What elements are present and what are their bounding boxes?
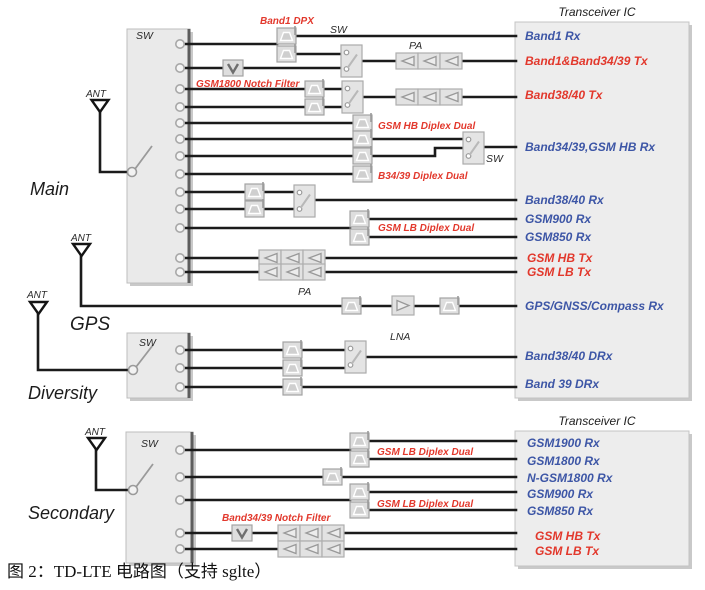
diversity-ant-label: ANT — [26, 290, 48, 301]
transceiver1-ports: Band1 Rx Band1&Band34/39 Tx Band38/40 Tx… — [525, 29, 665, 391]
gsm-lb-diplex-sec2-label: GSM LB Diplex Dual — [377, 499, 473, 510]
gsm-lb-diplex-main-label: GSM LB Diplex Dual — [378, 223, 474, 234]
transceiver-ic-box-2 — [514, 430, 690, 567]
transceiver2-title: Transceiver IC — [558, 414, 635, 428]
port-band38-40-drx: Band38/40 DRx — [525, 349, 614, 363]
port2-gsm-lb-tx: GSM LB Tx — [535, 544, 600, 558]
switch-pivot-contacts — [126, 166, 139, 496]
diversity-sw-label: SW — [139, 337, 157, 349]
gsm-hb-diplex-label: GSM HB Diplex Dual — [378, 121, 475, 132]
gsm1800-notch-filter-icon — [221, 58, 245, 78]
port2-n-gsm1800-rx: N-GSM1800 Rx — [527, 471, 614, 485]
secondary-sw-label: SW — [141, 438, 159, 450]
main-antenna-icon — [90, 98, 110, 114]
mid-sw-label: SW — [486, 153, 504, 165]
diversity-section-label: Diversity — [28, 383, 98, 403]
main-section-label: Main — [30, 179, 69, 199]
transceiver1-title: Transceiver IC — [558, 5, 635, 19]
port-band1-rx: Band1 Rx — [525, 29, 582, 43]
signal-wires — [36, 34, 518, 551]
main-sw-label: SW — [136, 30, 154, 42]
b34-39-diplex-label: B34/39 Diplex Dual — [378, 171, 468, 182]
gsm1800-notch-label: GSM1800 Notch Filter — [196, 79, 300, 90]
lna-label: LNA — [390, 331, 410, 343]
secondary-antenna-icon — [86, 436, 107, 452]
diversity-antenna-icon — [28, 300, 49, 316]
pa-bottom-label: PA — [298, 286, 311, 298]
band1-sw-label: SW — [330, 24, 348, 36]
port-gsm850-rx: GSM850 Rx — [525, 230, 592, 244]
gps-antenna-icon — [71, 242, 92, 258]
pa-top-label: PA — [409, 40, 422, 52]
secondary-section-label: Secondary — [28, 503, 115, 523]
switch-port-contacts — [175, 38, 186, 554]
transceiver-ic-box-1 — [514, 21, 690, 399]
switch-pivot-arms — [134, 145, 154, 488]
gps-lna-icon — [391, 295, 415, 316]
port-gsm900-rx: GSM900 Rx — [525, 212, 592, 226]
band34-39-notch-label: Band34/39 Notch Filter — [222, 513, 331, 524]
port-band1-band34-39-tx: Band1&Band34/39 Tx — [525, 54, 649, 68]
port-gsm-hb-tx: GSM HB Tx — [527, 251, 594, 265]
port2-gsm1800-rx: GSM1800 Rx — [527, 454, 601, 468]
main-ant-label: ANT — [85, 89, 107, 100]
port2-gsm1900-rx: GSM1900 Rx — [527, 436, 601, 450]
port-gsm-lb-tx: GSM LB Tx — [527, 265, 592, 279]
port-band34-39-gsm-hb-rx: Band34/39,GSM HB Rx — [525, 140, 656, 154]
transceiver2-ports: GSM1900 Rx GSM1800 Rx N-GSM1800 Rx GSM90… — [527, 436, 614, 558]
figure-caption: 图 2：TD-LTE 电路图（支持 sglte） — [7, 562, 271, 581]
port2-gsm900-rx: GSM900 Rx — [527, 487, 594, 501]
gps-ant-label: ANT — [70, 233, 92, 244]
gps-section-label: GPS — [70, 314, 110, 335]
port-band38-40-rx: Band38/40 Rx — [525, 193, 605, 207]
port2-gsm850-rx: GSM850 Rx — [527, 504, 594, 518]
port-gps-gnss-compass-rx: GPS/GNSS/Compass Rx — [525, 299, 665, 313]
port2-gsm-hb-tx: GSM HB Tx — [535, 529, 602, 543]
secondary-ant-label: ANT — [84, 427, 106, 438]
band1-dpx-label: Band1 DPX — [260, 16, 315, 27]
band34-39-notch-filter-icon — [230, 523, 254, 543]
gsm-lb-diplex-sec1-label: GSM LB Diplex Dual — [377, 447, 473, 458]
port-band38-40-tx: Band38/40 Tx — [525, 88, 604, 102]
port-band-39-drx: Band 39 DRx — [525, 377, 600, 391]
